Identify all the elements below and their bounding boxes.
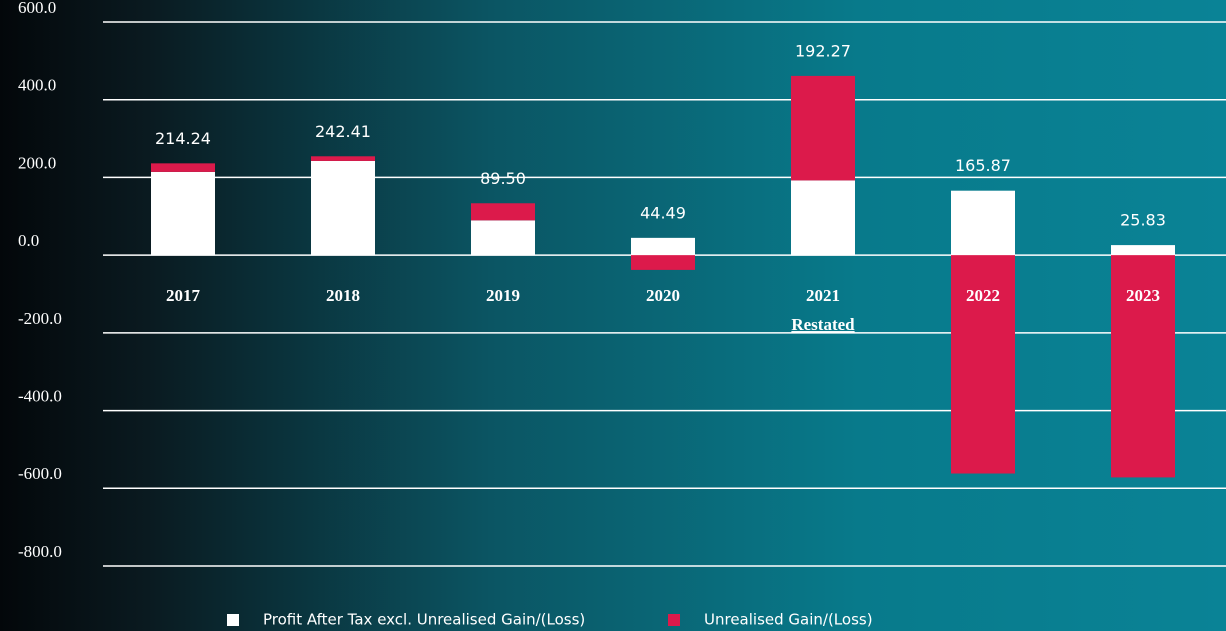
legend-swatch (227, 614, 239, 626)
legend-label: Unrealised Gain/(Loss) (704, 611, 873, 629)
bar-segment (311, 160, 375, 256)
y-tick-label: 200.0 (18, 153, 56, 172)
x-tick-label: 2019 (486, 286, 520, 305)
y-tick-label: -600.0 (18, 464, 62, 483)
x-tick-label: 2022 (966, 286, 1000, 305)
bar-segment (1111, 245, 1175, 256)
bar-segment (471, 220, 535, 256)
data-label: 165.87 (955, 156, 1011, 175)
x-tick-label: 2023 (1126, 286, 1160, 305)
legend-swatch (668, 614, 680, 626)
y-tick-label: -200.0 (18, 309, 62, 328)
y-tick-label: 600.0 (18, 0, 56, 17)
bar-segment (951, 255, 1015, 474)
bar-segment (311, 156, 375, 161)
data-label: 25.83 (1120, 211, 1166, 230)
data-label: 242.41 (315, 122, 371, 141)
bar-segment (791, 75, 855, 181)
annotation: Restated (791, 315, 855, 334)
data-label: 192.27 (795, 41, 851, 60)
bar-segment (951, 190, 1015, 256)
bar-segment (151, 163, 215, 172)
bar-segment (791, 180, 855, 256)
y-tick-label: 0.0 (18, 231, 39, 250)
x-tick-label: 2020 (646, 286, 680, 305)
y-tick-label: 400.0 (18, 76, 56, 95)
bar-segment (1111, 255, 1175, 478)
y-tick-label: -400.0 (18, 386, 62, 405)
x-tick-label: 2018 (326, 286, 360, 305)
x-tick-label: 2017 (166, 286, 201, 305)
bar-segment (631, 255, 695, 270)
bar-segment (471, 203, 535, 221)
bar-segment (151, 171, 215, 256)
bar-segment (631, 237, 695, 256)
data-label: 89.50 (480, 169, 526, 188)
data-label: 44.49 (640, 203, 686, 222)
y-tick-label: -800.0 (18, 542, 62, 561)
x-tick-label: 2021 (806, 286, 840, 305)
legend-label: Profit After Tax excl. Unrealised Gain/(… (263, 611, 585, 629)
data-label: 214.24 (155, 129, 211, 148)
